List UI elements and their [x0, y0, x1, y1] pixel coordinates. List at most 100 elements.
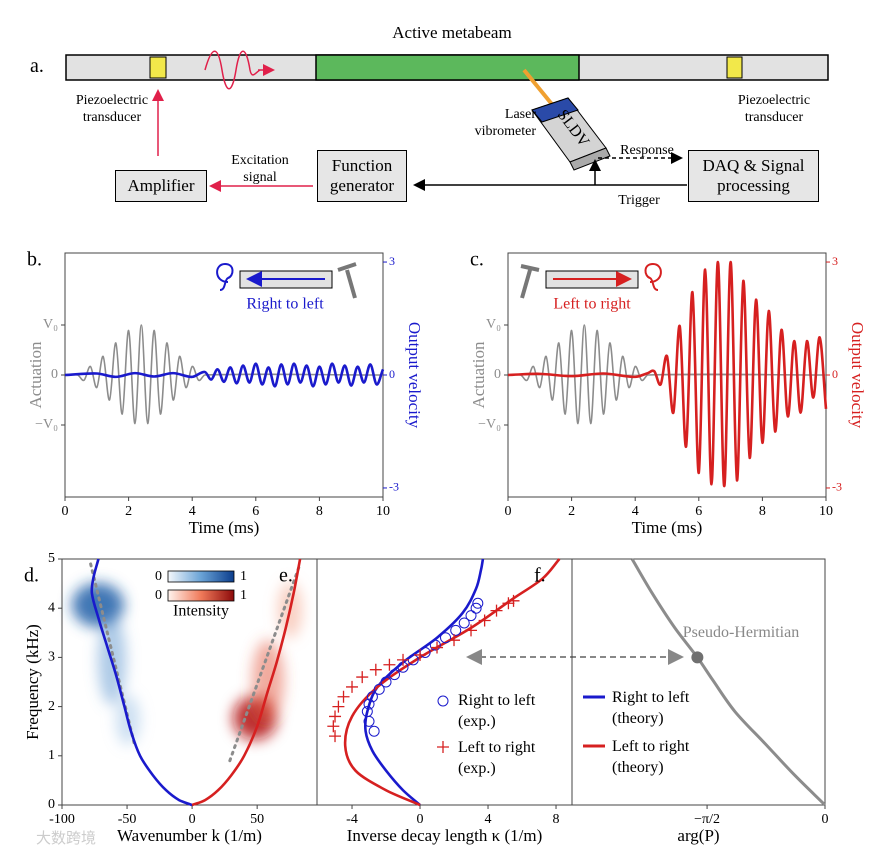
series-line: [630, 558, 827, 807]
x-tick-label: 0: [417, 812, 424, 827]
data-point: [368, 725, 380, 737]
data-point: [397, 653, 410, 666]
y2-tick-label: -3: [832, 480, 842, 494]
data-point: [448, 634, 461, 647]
legend-entry: Right to left (theory): [612, 689, 690, 727]
inset-b: [216, 262, 357, 299]
y-axis-label: Frequency (kHz): [23, 624, 42, 740]
y-tick-label: 5: [48, 551, 55, 566]
series-line: [90, 558, 193, 807]
panel-label: d.: [24, 565, 39, 587]
data-point: [380, 676, 392, 688]
x-tick-label: -100: [49, 812, 75, 827]
transducer-left: [149, 56, 167, 79]
x-tick-label: 4: [632, 504, 639, 519]
panel-label: f.: [534, 565, 546, 587]
data-point: [346, 680, 359, 693]
x-tick-label: 4: [485, 812, 492, 827]
y-tick-label: 2: [48, 699, 55, 714]
legend-entry: Left to right (theory): [612, 738, 690, 776]
data-point: [429, 639, 441, 651]
y2-tick-label: 3: [832, 254, 838, 268]
x-tick-label: 8: [759, 504, 766, 519]
data-point: [356, 671, 369, 684]
series-line: [507, 324, 827, 425]
y-tick-label: 3: [48, 650, 55, 665]
x-tick-label: 2: [568, 504, 575, 519]
legend-entry: Left to right (exp.): [458, 739, 536, 777]
y-tick-label: V₀: [43, 317, 58, 332]
diagram-title: Active metabeam: [392, 23, 512, 42]
legend-entry: Right to left (exp.): [458, 692, 536, 730]
plot-frame: [571, 558, 826, 806]
annotation: Pseudo-Hermitian: [683, 624, 799, 641]
x-tick-label: 50: [250, 812, 264, 827]
colorbar-tick: 1: [240, 569, 247, 584]
inset-label: Left to right: [553, 296, 631, 313]
y-tick-label: 0: [494, 367, 501, 382]
x-axis-label: Time (ms): [189, 518, 260, 537]
y-axis-label: Actuation: [469, 341, 488, 409]
data-point: [478, 614, 491, 627]
data-point: [329, 710, 342, 723]
data-point: [369, 663, 382, 676]
trigger-label: Trigger: [618, 193, 660, 208]
x-tick-label: 0: [822, 812, 829, 827]
y-tick-label: 4: [48, 600, 55, 615]
colorbar-tick: 1: [240, 588, 247, 603]
data-point: [337, 690, 350, 703]
panel-label: e.: [279, 565, 293, 587]
transducer-right: [726, 56, 743, 79]
colorbar-tick: 0: [155, 588, 162, 603]
transducer-label: Piezoelectric transducer: [737, 93, 811, 125]
data-point: [450, 624, 462, 636]
amplifier-box: Amplifier: [115, 170, 207, 202]
y2-tick-label: 0: [832, 367, 838, 381]
x-axis-label: arg(P): [677, 826, 719, 845]
colorbar-tick: 0: [155, 569, 162, 584]
data-point: [332, 700, 345, 713]
data-point: [465, 624, 478, 637]
transducer-label: Piezoelectric transducer: [75, 93, 149, 125]
x-axis-label: Inverse decay length κ (1/m): [347, 826, 543, 845]
x-tick-label: 10: [376, 504, 390, 519]
y2-axis-label: Output velocity: [405, 322, 424, 429]
data-point: [329, 730, 342, 743]
data-point: [431, 641, 444, 654]
data-point: [414, 648, 427, 661]
colorbar-blue: [167, 570, 235, 583]
wave-icon: [204, 50, 261, 90]
data-point: [472, 597, 484, 609]
x-tick-label: -4: [346, 812, 358, 827]
data-point: [383, 658, 396, 671]
x-tick-label: 6: [252, 504, 259, 519]
y-tick-label: 0: [51, 367, 58, 382]
panel-label: b.: [27, 249, 42, 271]
x-axis-label: Time (ms): [632, 518, 703, 537]
x-tick-label: 8: [316, 504, 323, 519]
data-point: [691, 651, 704, 664]
x-tick-label: 4: [189, 504, 196, 519]
data-point: [470, 602, 482, 614]
x-tick-label: 2: [125, 504, 132, 519]
inset-c: [520, 262, 662, 299]
y2-tick-label: 3: [389, 254, 395, 268]
data-point: [363, 698, 375, 710]
x-axis-label: Wavenumber k (1/m): [117, 826, 262, 845]
response-label: Response: [620, 143, 674, 158]
y-tick-label: V₀: [486, 317, 501, 332]
series-line: [191, 558, 302, 807]
series-line: [64, 362, 385, 388]
data-point: [361, 706, 373, 718]
legend-symbol: [437, 741, 449, 753]
y2-tick-label: 0: [389, 367, 395, 381]
y-axis-label: Actuation: [26, 341, 45, 409]
active-section: [315, 54, 580, 81]
x-tick-label: 0: [505, 504, 512, 519]
y-tick-label: −V₀: [35, 417, 58, 432]
x-tick-label: 10: [819, 504, 833, 519]
function-generator-box: Function generator: [317, 150, 407, 202]
data-point: [389, 669, 401, 681]
colorbar-red: [167, 589, 235, 602]
